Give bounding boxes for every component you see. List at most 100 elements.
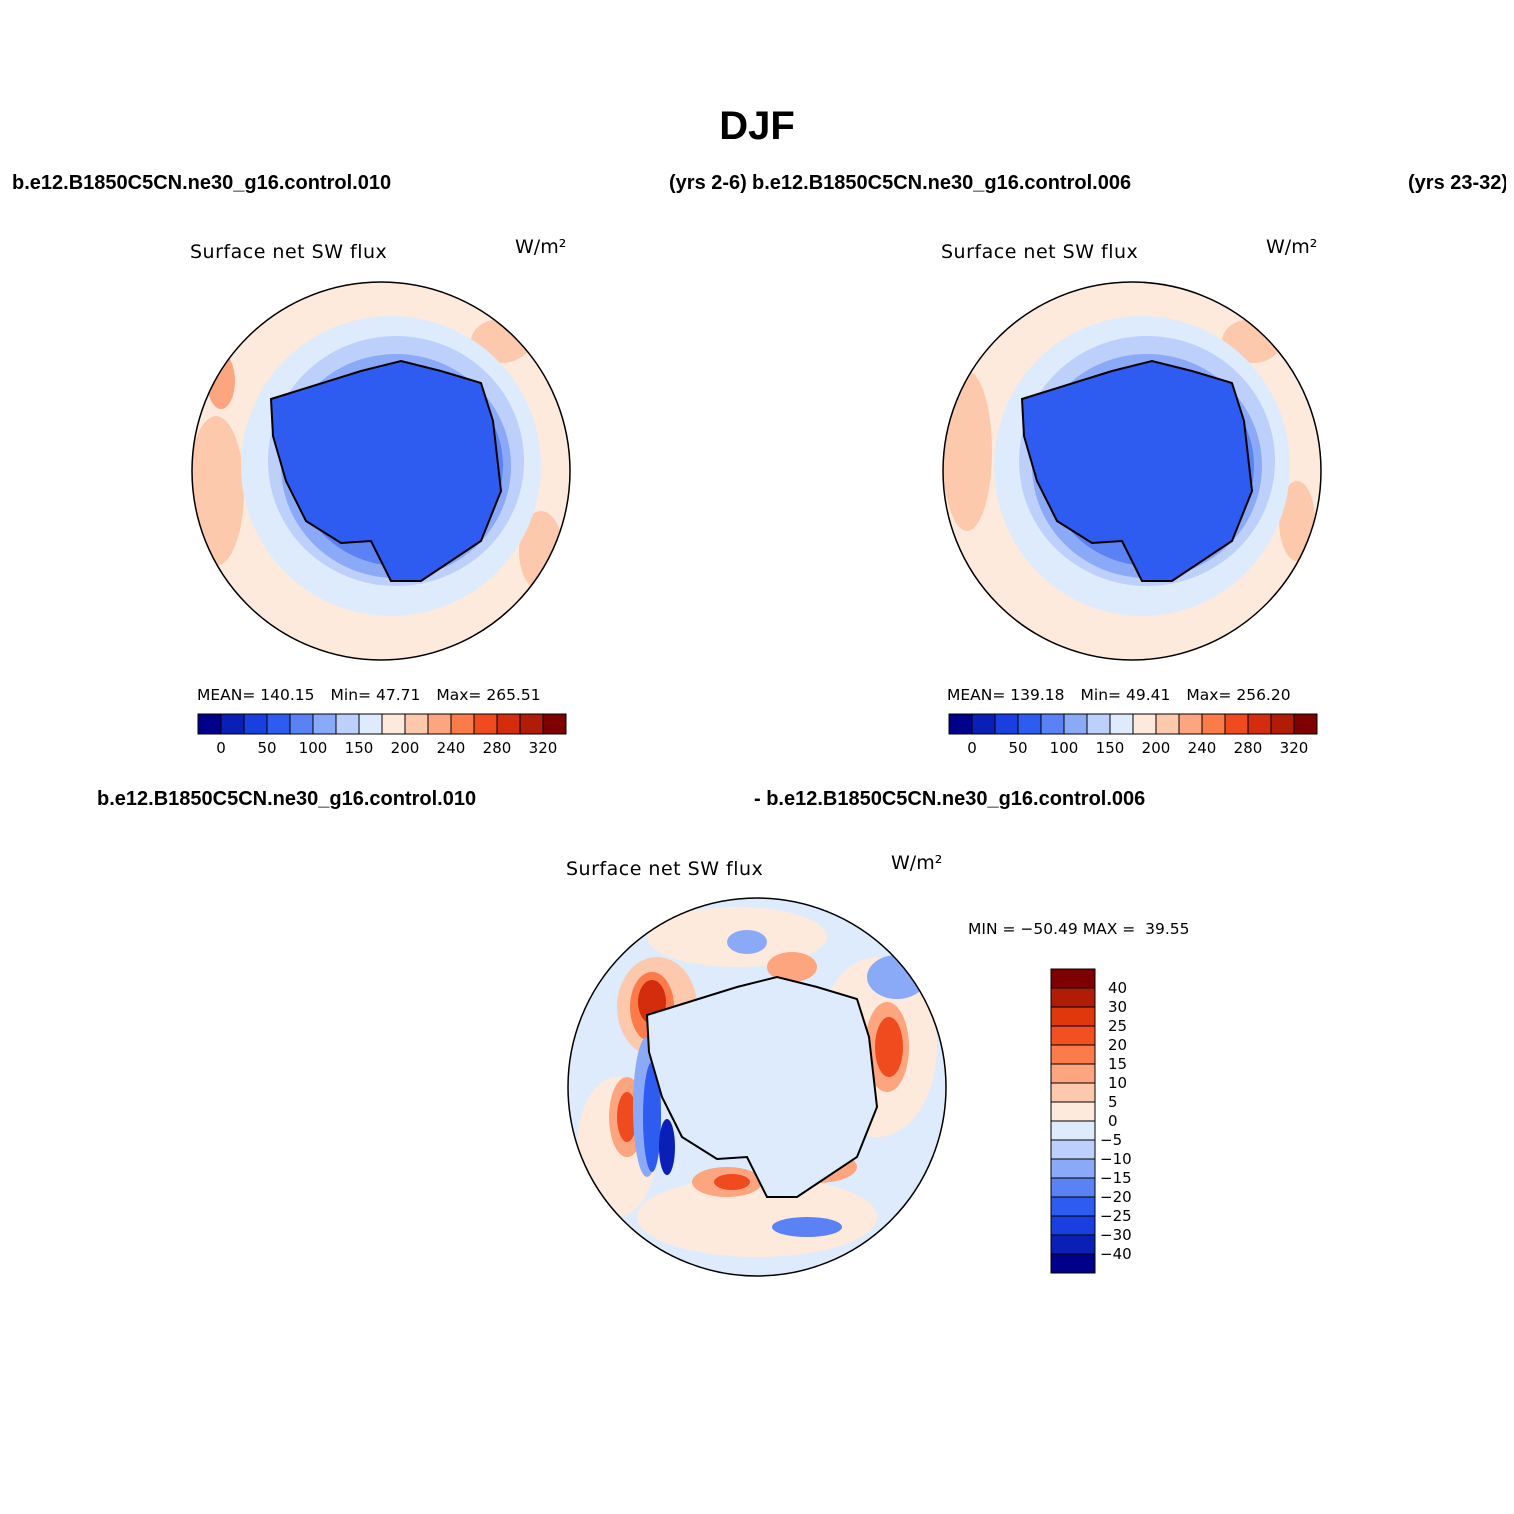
colorbar-tick-label: 50 <box>1008 739 1028 757</box>
colorbar-swatch <box>473 713 498 735</box>
panel1-colorbar-ticks: 0 50 100 150 200 240 280 320 <box>197 739 567 759</box>
anomaly <box>767 952 817 982</box>
colorbar-swatch <box>1293 713 1318 735</box>
coastline <box>1020 359 1254 582</box>
colorbar-swatch <box>542 713 567 735</box>
diff-colorbar <box>1050 968 1096 1274</box>
anomaly <box>772 1217 842 1237</box>
colorbar-tick-label: 200 <box>390 739 420 757</box>
colorbar-swatch <box>404 713 429 735</box>
diff-colorbar-ticks: 40 30 25 20 15 10 5 0 −5 −10 −15 −20 −25 −30 −40 <box>1100 968 1160 1274</box>
colorbar-tick-label: 50 <box>257 739 277 757</box>
colorbar-swatch <box>1201 713 1226 735</box>
colorbar-swatch <box>1109 713 1134 735</box>
diff-stats: MIN = −50.49 MAX = 39.55 <box>968 920 1189 938</box>
colorbar-tick-label: 10 <box>1108 1074 1128 1092</box>
colorbar-swatch <box>971 713 996 735</box>
colorbar-tick-label: 150 <box>1095 739 1125 757</box>
colorbar-swatch <box>1050 1101 1096 1122</box>
colorbar-swatch <box>519 713 544 735</box>
colorbar-tick-label: 0 <box>967 739 977 757</box>
colorbar-tick-label: 150 <box>344 739 374 757</box>
colorbar-tick-label: 280 <box>482 739 512 757</box>
colorbar-swatch <box>1050 1234 1096 1255</box>
colorbar-swatch <box>1050 1139 1096 1160</box>
colorbar-swatch <box>1132 713 1157 735</box>
colorbar-swatch <box>1050 1177 1096 1198</box>
map-boundary <box>942 281 1322 661</box>
anomaly <box>714 1174 750 1190</box>
coastline <box>645 975 879 1198</box>
colorbar-swatch <box>1050 1196 1096 1217</box>
colorbar-swatch <box>1050 1253 1096 1274</box>
min-label: MIN = <box>968 920 1016 938</box>
panel2-polar-map <box>942 281 1322 661</box>
colorbar-tick-label: 20 <box>1108 1036 1128 1054</box>
colorbar-swatch <box>220 713 245 735</box>
diff-polar-map <box>567 897 947 1277</box>
colorbar-swatch <box>1247 713 1272 735</box>
case1-years-label: (yrs 2-6) <box>669 172 747 194</box>
colorbar-swatch <box>1050 1158 1096 1179</box>
case2-years-label: (yrs 23-32) <box>1408 172 1506 194</box>
colorbar-tick-label: −15 <box>1100 1169 1132 1187</box>
colorbar-tick-label: −5 <box>1100 1131 1123 1149</box>
colorbar-swatch <box>197 713 222 735</box>
colorbar-swatch <box>358 713 383 735</box>
colorbar-tick-label: 0 <box>1108 1112 1118 1130</box>
main-title: DJF <box>719 104 795 148</box>
colorbar-tick-label: 0 <box>216 739 226 757</box>
colorbar-tick-label: 320 <box>1279 739 1309 757</box>
colorbar-swatch <box>1224 713 1249 735</box>
colorbar-swatch <box>1086 713 1111 735</box>
panel1-stats: MEAN= 140.15 Min= 47.71 Max= 265.51 <box>197 686 557 704</box>
colorbar-tick-label: 100 <box>1049 739 1079 757</box>
colorbar-swatch <box>948 713 973 735</box>
colorbar-swatch <box>1050 1120 1096 1141</box>
colorbar-swatch <box>1050 1006 1096 1027</box>
colorbar-swatch <box>994 713 1019 735</box>
colorbar-swatch <box>335 713 360 735</box>
panel1-variable-label: Surface net SW flux <box>190 241 388 263</box>
colorbar-tick-label: −20 <box>1100 1188 1132 1206</box>
colorbar-tick-label: 25 <box>1108 1017 1128 1035</box>
max-value: 265.51 <box>486 686 541 704</box>
warm-anomaly <box>207 353 235 409</box>
case1-label: b.e12.B1850C5CN.ne30_g16.control.010 <box>12 172 392 194</box>
colorbar-tick-label: −30 <box>1100 1226 1132 1244</box>
panel2-variable-label: Surface net SW flux <box>941 241 1139 263</box>
colorbar-swatch <box>1050 1215 1096 1236</box>
colorbar-swatch <box>1050 1063 1096 1084</box>
colorbar-swatch <box>1017 713 1042 735</box>
mean-value: 139.18 <box>1010 686 1065 704</box>
colorbar-tick-label: −40 <box>1100 1245 1132 1263</box>
warm-anomaly <box>943 371 992 531</box>
colorbar-tick-label: 15 <box>1108 1055 1128 1073</box>
panel2-units-label: W/m² <box>1266 236 1318 258</box>
colorbar-tick-label: 240 <box>436 739 466 757</box>
colorbar-swatch <box>1050 968 1096 989</box>
max-label: MAX = <box>1082 920 1136 938</box>
panel2-stats: MEAN= 139.18 Min= 49.41 Max= 256.20 <box>947 686 1307 704</box>
panel2-colorbar-ticks: 0 50 100 150 200 240 280 320 <box>948 739 1318 759</box>
colorbar-swatch <box>381 713 406 735</box>
min-label: Min= <box>330 686 372 704</box>
anomaly <box>659 1119 675 1175</box>
colorbar-tick-label: 100 <box>298 739 328 757</box>
continent-field <box>1022 361 1252 581</box>
colorbar-swatch <box>1050 1082 1096 1103</box>
colorbar-tick-label: −25 <box>1100 1207 1132 1225</box>
colorbar-swatch <box>496 713 521 735</box>
anomaly <box>637 1177 877 1257</box>
continent-field <box>647 977 877 1197</box>
continent-field <box>271 361 501 581</box>
colorbar-swatch <box>427 713 452 735</box>
min-value: 47.71 <box>375 686 421 704</box>
diff-case1-label: b.e12.B1850C5CN.ne30_g16.control.010 <box>97 788 477 810</box>
min-value: −50.49 <box>1020 920 1078 938</box>
colorbar-swatch <box>1040 713 1065 735</box>
colorbar-tick-label: 40 <box>1108 979 1128 997</box>
diff-variable-label: Surface net SW flux <box>566 858 764 880</box>
colorbar-swatch <box>266 713 291 735</box>
warm-anomaly <box>1279 481 1315 561</box>
